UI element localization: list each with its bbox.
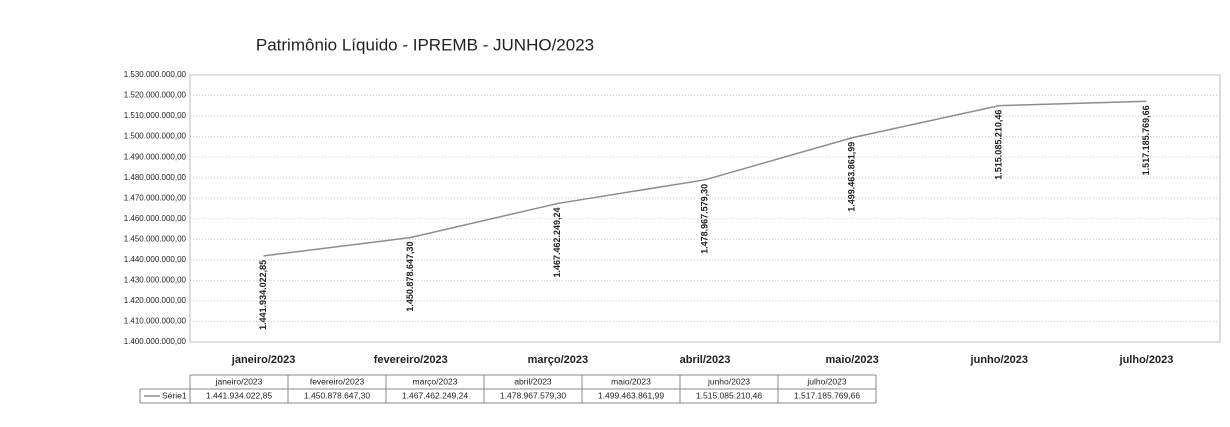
x-tick-label: fevereiro/2023 (374, 354, 448, 366)
data-label: 1.499.463.861,99 (847, 142, 857, 212)
legend-label: Série1 (162, 390, 187, 400)
data-label: 1.450.878.647,30 (405, 242, 415, 312)
x-tick-label: maio/2023 (826, 354, 879, 366)
table-header: abril/2023 (514, 376, 552, 386)
y-tick-label: 1.530.000.000,00 (124, 70, 187, 79)
table-header: março/2023 (413, 376, 458, 386)
y-tick-label: 1.510.000.000,00 (124, 111, 187, 120)
x-tick-label: abril/2023 (680, 354, 731, 366)
y-tick-label: 1.460.000.000,00 (124, 214, 187, 223)
table-cell: 1.478.967.579,30 (500, 390, 566, 400)
series-line (263, 100, 1147, 257)
y-tick-label: 1.520.000.000,00 (124, 91, 187, 100)
x-tick-label: julho/2023 (1119, 354, 1174, 366)
table-cell: 1.515.085.210,46 (696, 390, 762, 400)
y-tick-label: 1.450.000.000,00 (124, 234, 187, 243)
table-cell: 1.467.462.249,24 (402, 390, 468, 400)
table-header: maio/2023 (611, 376, 651, 386)
table-header: julho/2023 (806, 376, 847, 386)
table-cell: 1.499.463.861,99 (598, 390, 664, 400)
data-label: 1.441.934.022,85 (258, 260, 268, 330)
table-cell: 1.517.185.769,66 (794, 390, 860, 400)
table-cell: 1.450.878.647,30 (304, 390, 370, 400)
y-tick-label: 1.440.000.000,00 (124, 255, 187, 264)
data-label: 1.517.185.769,66 (1141, 105, 1151, 175)
data-label: 1.467.462.249,24 (552, 207, 562, 277)
data-label: 1.515.085.210,46 (994, 110, 1004, 180)
plot-area (189, 74, 1221, 343)
data-label: 1.478.967.579,30 (699, 184, 709, 254)
x-tick-label: junho/2023 (970, 354, 1028, 366)
y-tick-label: 1.470.000.000,00 (124, 193, 187, 202)
table-header: junho/2023 (707, 376, 750, 386)
x-tick-label: janeiro/2023 (231, 354, 296, 366)
table-header: fevereiro/2023 (310, 376, 365, 386)
chart-title: Patrimônio Líquido - IPREMB - JUNHO/2023 (256, 35, 594, 54)
y-tick-label: 1.400.000.000,00 (124, 337, 187, 346)
y-tick-label: 1.430.000.000,00 (124, 275, 187, 284)
y-tick-label: 1.490.000.000,00 (124, 152, 187, 161)
y-tick-label: 1.410.000.000,00 (124, 317, 187, 326)
table-header: janeiro/2023 (215, 376, 263, 386)
y-tick-label: 1.480.000.000,00 (124, 173, 187, 182)
y-tick-label: 1.420.000.000,00 (124, 296, 187, 305)
x-tick-label: março/2023 (528, 354, 589, 366)
table-cell: 1.441.934.022,85 (206, 390, 272, 400)
y-tick-label: 1.500.000.000,00 (124, 132, 187, 141)
